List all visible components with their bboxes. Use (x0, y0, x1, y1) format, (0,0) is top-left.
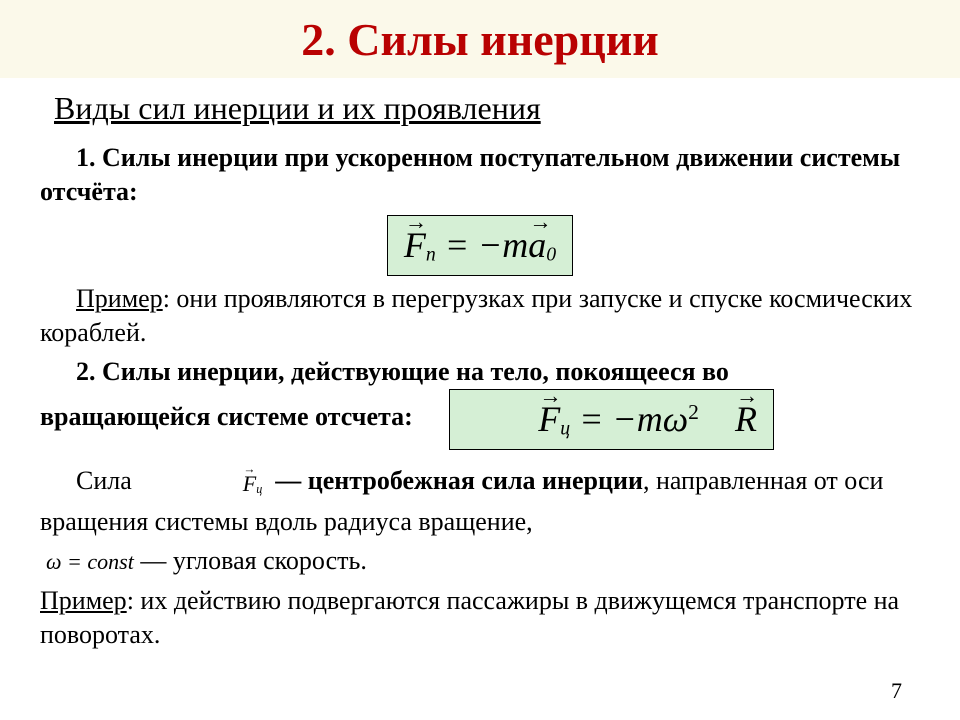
force-rest: , направленная от оси (643, 466, 883, 495)
page-title: 2. Силы инерции (0, 10, 960, 70)
example-2-text: : их действию подвергаются пассажиры в д… (40, 586, 899, 649)
content-area: Виды сил инерции и их проявления 1. Силы… (0, 78, 960, 652)
formula-2-sup: 2 (688, 400, 699, 424)
omega-const: ω = const (46, 548, 134, 577)
section-subheading: Виды сил инерции и их проявления (54, 88, 920, 130)
item-1-heading: 1. Силы инерции при ускоренном поступате… (40, 141, 920, 209)
angular-text: — угловая скорость. (134, 546, 367, 575)
formula-1-eq: = −m (436, 225, 529, 265)
example-1-label: Пример (76, 284, 163, 313)
example-2-label: Пример (40, 586, 127, 615)
formula-1-rhs-sub: 0 (546, 244, 556, 266)
page-number: 7 (891, 677, 902, 706)
formula-1-rhs: a (528, 222, 546, 269)
example-2: Пример: их действию подвергаются пассажи… (40, 584, 920, 652)
formula-2-omega: ω (663, 399, 688, 439)
inline-force-F: F (207, 470, 256, 499)
force-definition-line-1: Сила Fц — центробежная сила инерции, нап… (40, 464, 920, 499)
item-2-heading: 2. Силы инерции, действующие на тело, по… (40, 355, 920, 450)
formula-1-lhs: F (404, 222, 426, 269)
force-definition-line-2: вращения системы вдоль радиуса вращение, (40, 505, 920, 539)
inline-force-symbol: Fц (171, 470, 263, 499)
example-1: Пример: они проявляются в перегрузках пр… (40, 282, 920, 350)
formula-1-wrap: Fn = −ma0 (40, 215, 920, 276)
formula-2-box: Fц = −mω2R (449, 389, 774, 450)
force-word: Сила (76, 466, 132, 495)
example-1-text: : они проявляются в перегрузках при запу… (40, 284, 912, 347)
formula-2-rhs: R (699, 396, 757, 443)
centrifugal-bold: — центробежная сила инерции (275, 466, 643, 495)
title-bar: 2. Силы инерции (0, 0, 960, 78)
item-2-heading-text-b: вращающейся системе отсчета: (4, 400, 413, 434)
formula-1-box: Fn = −ma0 (387, 215, 573, 276)
item-2-heading-text-a: 2. Силы инерции, действующие на тело, по… (76, 357, 729, 386)
formula-2-lhs: F (502, 396, 560, 443)
formula-2-lhs-sub: ц (560, 418, 570, 440)
inline-force-sub: ц (256, 482, 262, 496)
angular-velocity-line: ω = const — угловая скорость. (40, 544, 920, 578)
formula-2-eq1: = −m (570, 399, 663, 439)
formula-1-lhs-sub: n (426, 244, 436, 266)
